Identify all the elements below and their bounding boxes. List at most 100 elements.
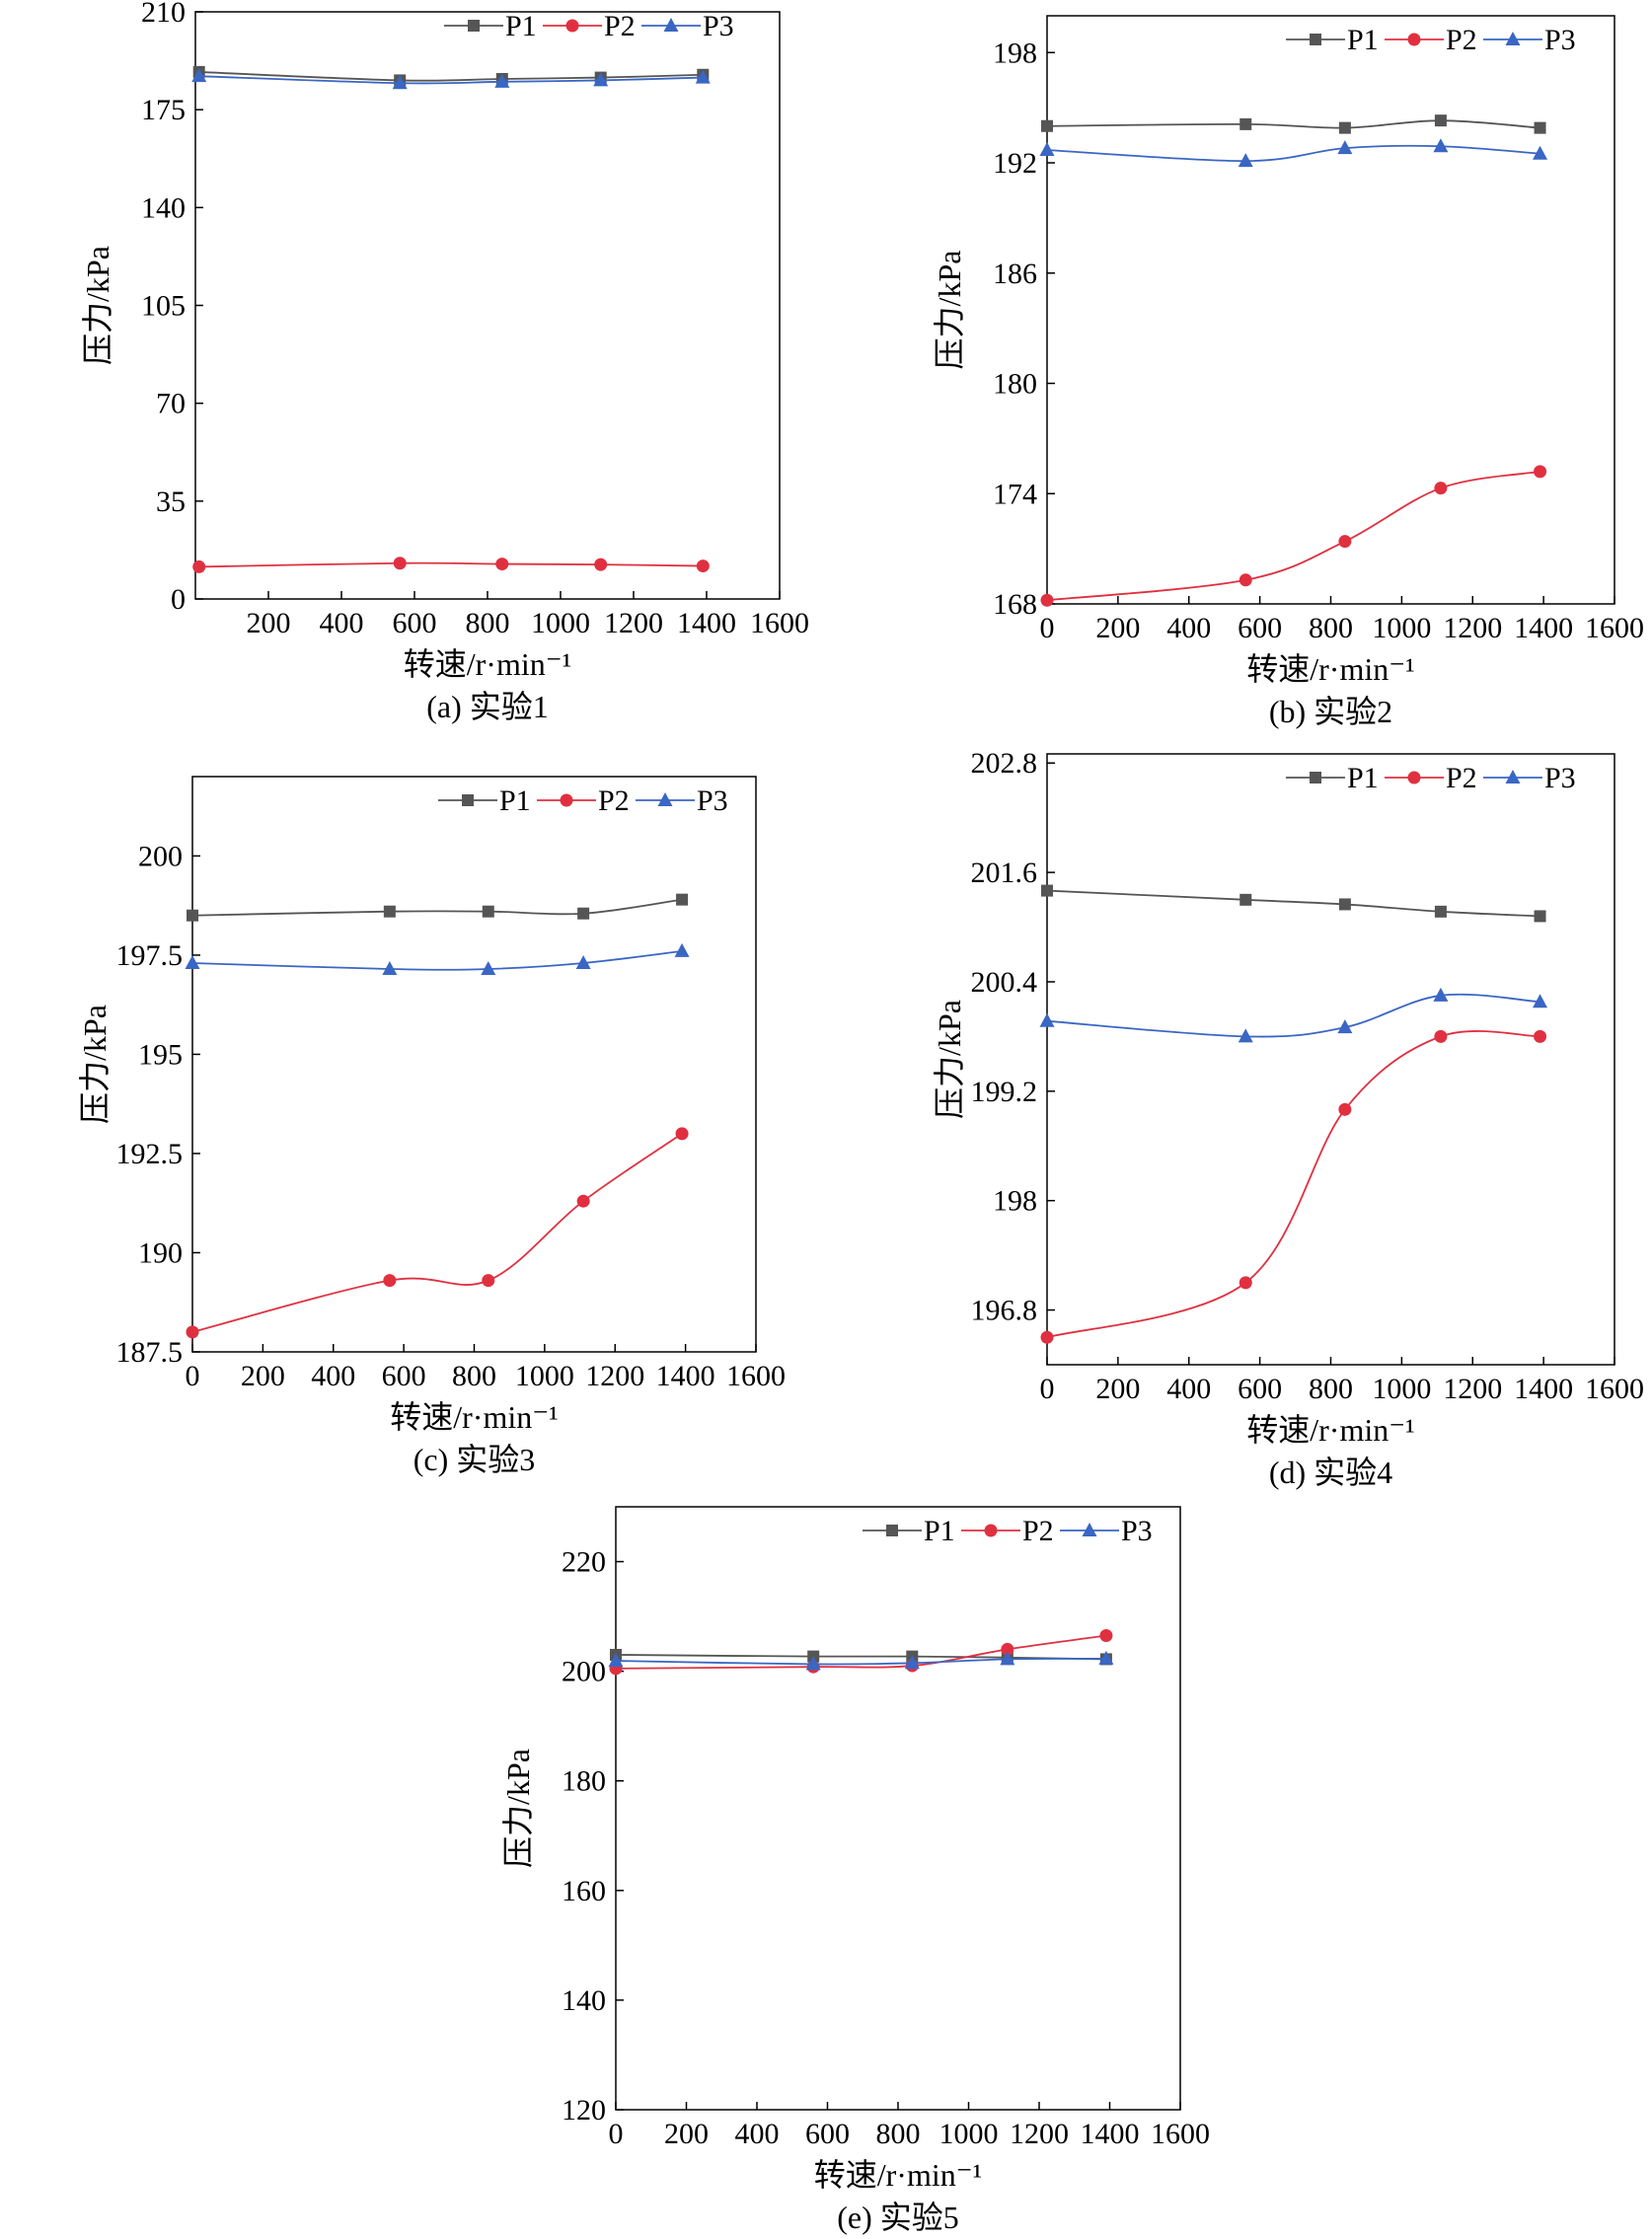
- chart-panel-3: 0 200 400 600 800 1000 1200 1400 1600 187.5 190 192…: [77, 776, 786, 1477]
- legend-label-p2: P2: [598, 784, 630, 817]
- series-p3: [1039, 987, 1548, 1043]
- data-point-p3: [1039, 141, 1055, 156]
- panel-caption: (e) 实验5: [837, 2200, 959, 2235]
- data-point-p3: [1533, 994, 1548, 1008]
- data-point-p2: [393, 557, 407, 570]
- legend-marker-p2: [984, 1524, 998, 1537]
- data-point-p3: [1238, 1028, 1253, 1043]
- y-tick-label: 200.4: [971, 966, 1038, 999]
- series-p1: [1041, 884, 1546, 923]
- y-tick-label: 175: [141, 94, 186, 126]
- y-tick-label: 70: [156, 388, 186, 420]
- y-tick-label: 168: [993, 588, 1037, 621]
- series-line-p3: [1046, 144, 1540, 163]
- legend-label-p1: P1: [505, 10, 537, 42]
- legend: P1 P2 P3: [438, 784, 728, 817]
- y-tick-label: 174: [993, 478, 1037, 510]
- data-point-p3: [1533, 145, 1548, 160]
- series-line-p3: [615, 1657, 1106, 1666]
- data-point-p2: [1040, 1330, 1054, 1344]
- x-axis-label: 转速/r·min⁻¹: [390, 1399, 558, 1435]
- data-point-p3: [481, 961, 496, 976]
- y-axis-label: 压力/kPa: [500, 1749, 536, 1868]
- y-tick-label: 105: [141, 290, 186, 323]
- series-line-p1: [198, 71, 704, 82]
- legend-label-p3: P3: [697, 784, 728, 817]
- x-tick-label: 1200: [1010, 2118, 1069, 2150]
- x-tick-label: 600: [1238, 612, 1282, 644]
- plot-frame: [1046, 15, 1615, 605]
- x-tick-label: 1000: [1372, 612, 1431, 644]
- legend-label-p3: P3: [1121, 1515, 1153, 1547]
- series-line-p3: [191, 950, 683, 971]
- x-tick-label: 400: [735, 2118, 780, 2150]
- x-tick-label: 800: [466, 607, 510, 639]
- data-point-p3: [805, 1656, 821, 1671]
- legend-marker-p2: [565, 19, 579, 33]
- plot-frame: [1046, 753, 1615, 1366]
- data-point-p2: [576, 1194, 590, 1208]
- data-point-p2: [594, 558, 608, 571]
- legend-label-p1: P1: [499, 784, 531, 817]
- data-point-p3: [1098, 1650, 1114, 1665]
- data-point-p2: [383, 1274, 397, 1288]
- data-point-p2: [1001, 1642, 1014, 1656]
- x-tick-label: 1600: [1585, 612, 1644, 644]
- chart-panel-5: 0 200 400 600 800 1000 1200 1400 1600 120 140 160 18…: [500, 1506, 1210, 2235]
- y-tick-label: 200: [562, 1656, 606, 1688]
- series-line-p2: [1046, 1030, 1540, 1339]
- series-p3: [608, 1650, 1114, 1671]
- series-line-p2: [191, 1133, 683, 1333]
- legend: P1 P2 P3: [863, 1515, 1153, 1547]
- x-tick-label: 0: [609, 2118, 624, 2150]
- data-point-p3: [575, 954, 591, 969]
- data-point-p2: [186, 1325, 199, 1339]
- chart-panel-4: 0 200 400 600 800 1000 1200 1400 1600 196.8 198 199…: [932, 747, 1644, 1490]
- data-point-p3: [1433, 987, 1449, 1002]
- data-point-p1: [1338, 121, 1351, 134]
- y-tick-label: 192: [993, 147, 1037, 180]
- x-tick-label: 200: [247, 607, 291, 639]
- x-tick-label: 0: [1040, 1373, 1055, 1405]
- legend-label-p3: P3: [1544, 762, 1576, 794]
- x-tick-label: 600: [393, 607, 437, 639]
- y-tick-label: 196.8: [971, 1295, 1038, 1327]
- legend: P1 P2 P3: [444, 10, 734, 42]
- x-tick-label: 1200: [1443, 1373, 1502, 1405]
- legend-marker-p3: [1082, 1523, 1097, 1536]
- data-point-p1: [676, 893, 689, 906]
- legend-label-p1: P1: [924, 1515, 955, 1547]
- y-tick-label: 160: [562, 1875, 606, 1907]
- data-point-p2: [1434, 1029, 1448, 1043]
- legend-marker-p3: [1505, 770, 1521, 784]
- data-point-p2: [1239, 573, 1252, 587]
- legend-label-p3: P3: [1544, 24, 1576, 56]
- panel-caption: (a) 实验1: [426, 689, 549, 724]
- data-point-p3: [494, 73, 510, 88]
- x-tick-label: 400: [1166, 612, 1211, 644]
- data-point-p3: [1337, 1019, 1353, 1034]
- x-tick-label: 1400: [677, 607, 736, 639]
- plot-frame: [615, 1506, 1181, 2111]
- data-point-p2: [495, 558, 509, 571]
- x-tick-label: 1400: [656, 1360, 715, 1392]
- series-p2: [186, 1127, 689, 1339]
- x-tick-label: 800: [1309, 612, 1353, 644]
- legend-marker-p2: [560, 793, 573, 807]
- series-line-p1: [191, 898, 683, 917]
- legend-marker-p3: [663, 18, 679, 32]
- x-tick-label: 600: [1238, 1373, 1282, 1405]
- x-tick-label: 1400: [1514, 612, 1573, 644]
- legend-marker-p1: [1310, 34, 1321, 45]
- data-point-p1: [577, 907, 590, 920]
- legend-label-p1: P1: [1347, 24, 1379, 56]
- data-point-p3: [608, 1653, 624, 1668]
- data-point-p3: [1000, 1651, 1015, 1666]
- series-p2: [1040, 1029, 1547, 1344]
- x-tick-label: 800: [452, 1360, 496, 1392]
- plot-frame: [194, 11, 781, 600]
- x-tick-label: 1200: [604, 607, 663, 639]
- x-tick-label: 1000: [531, 607, 590, 639]
- data-point-p3: [185, 954, 200, 969]
